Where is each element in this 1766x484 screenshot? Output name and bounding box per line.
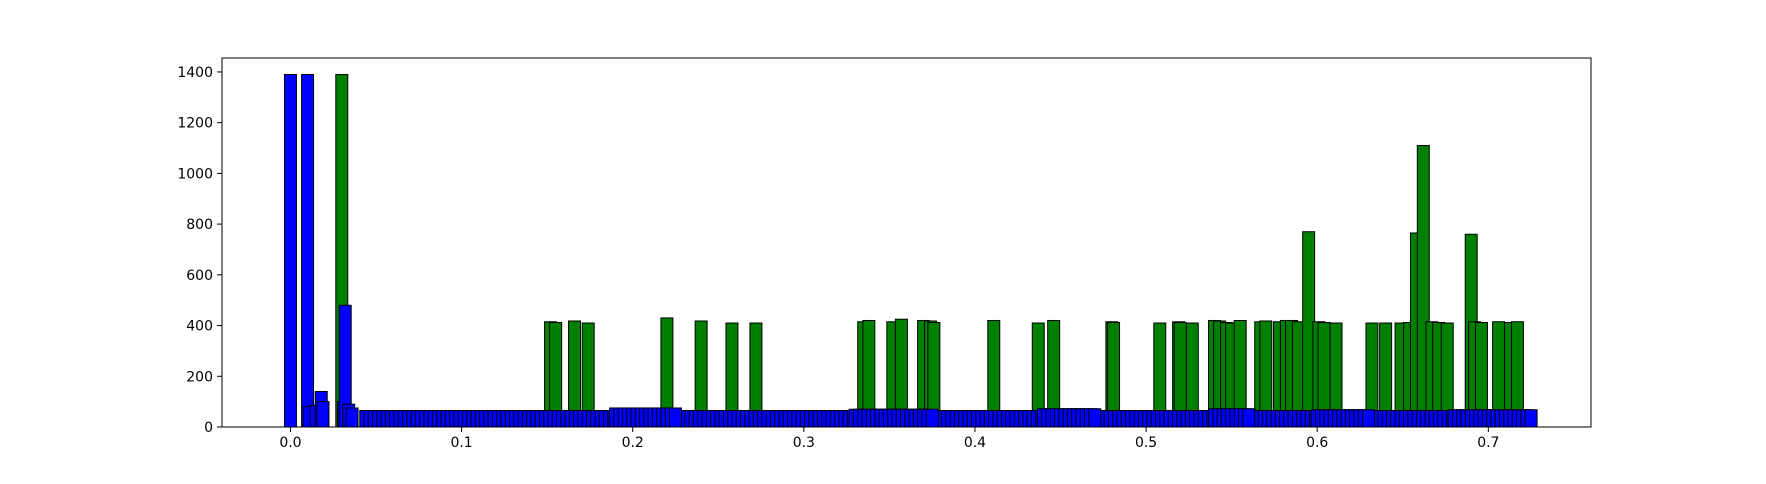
bars-layer bbox=[283, 73, 1538, 428]
x-tick-label: 0.3 bbox=[793, 435, 815, 451]
y-tick-label: 200 bbox=[186, 369, 213, 385]
x-tick-label: 0.4 bbox=[964, 435, 986, 451]
x-axis: 0.0 0.1 0.2 0.3 0.4 0.5 0.6 0.7 bbox=[279, 427, 1499, 451]
x-tick-label: 0.5 bbox=[1135, 435, 1157, 451]
blue-bar bbox=[1242, 408, 1256, 428]
y-tick-label: 1200 bbox=[177, 116, 213, 132]
y-tick-label: 800 bbox=[186, 217, 213, 233]
blue-bar bbox=[1524, 409, 1538, 428]
plot-area-frame bbox=[221, 57, 1592, 428]
blue-bar bbox=[316, 401, 330, 428]
blue-bar bbox=[1362, 409, 1376, 428]
x-tick-label: 0.1 bbox=[450, 435, 472, 451]
x-tick-label: 0.2 bbox=[622, 435, 644, 451]
x-tick-label: 0.0 bbox=[279, 435, 301, 451]
y-axis: 0 200 400 600 800 1000 1200 1400 bbox=[177, 65, 222, 436]
blue-bar bbox=[301, 73, 315, 428]
blue-bar bbox=[1088, 408, 1102, 428]
blue-bar bbox=[283, 73, 297, 428]
y-tick-label: 0 bbox=[204, 420, 213, 436]
y-tick-label: 1400 bbox=[177, 65, 213, 81]
y-tick-label: 400 bbox=[186, 319, 213, 335]
x-tick-label: 0.6 bbox=[1306, 435, 1328, 451]
y-tick-label: 1000 bbox=[177, 166, 213, 182]
blue-bar bbox=[925, 408, 939, 428]
x-tick-label: 0.7 bbox=[1477, 435, 1499, 451]
blue-bar bbox=[345, 407, 359, 428]
y-tick-label: 600 bbox=[186, 268, 213, 284]
blue-bar bbox=[668, 407, 682, 428]
